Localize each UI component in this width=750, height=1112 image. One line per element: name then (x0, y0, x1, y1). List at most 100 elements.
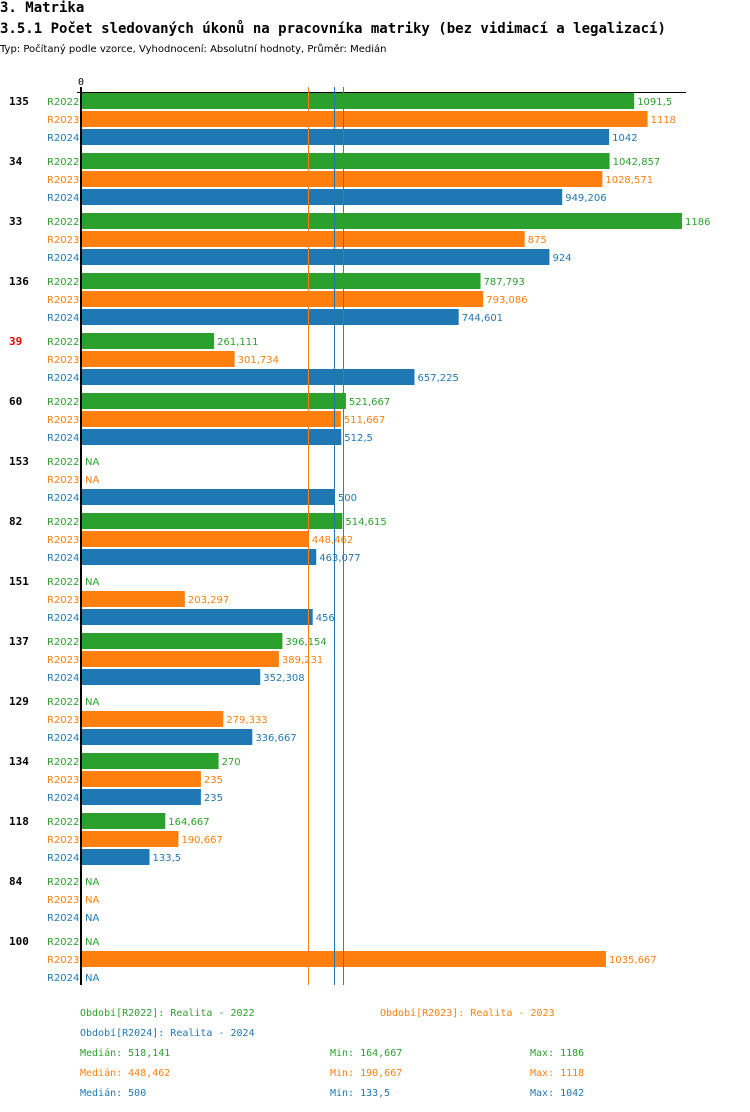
series-label: R2023 (47, 595, 79, 606)
series-label: R2023 (47, 775, 79, 786)
series-label: R2022 (47, 337, 79, 348)
series-label: R2024 (47, 973, 79, 984)
legend-r2023: Období[R2023]: Realita - 2023 (380, 1008, 555, 1019)
bar (82, 309, 459, 325)
bar (82, 531, 309, 547)
data-label: 1118 (651, 115, 676, 126)
data-label: 793,086 (486, 295, 527, 306)
data-label: 875 (528, 235, 547, 246)
bar (82, 849, 150, 865)
data-label: 235 (204, 775, 223, 786)
data-label: 336,667 (255, 733, 296, 744)
series-label: R2022 (47, 757, 79, 768)
data-label: 203,297 (188, 595, 229, 606)
na-label: NA (85, 937, 99, 948)
data-label: 261,111 (217, 337, 258, 348)
category-label: 60 (9, 395, 22, 408)
series-label: R2023 (47, 655, 79, 666)
series-label: R2023 (47, 415, 79, 426)
bar (82, 591, 185, 607)
bar (82, 231, 525, 247)
category-label: 33 (9, 215, 22, 228)
category-label: 136 (9, 275, 29, 288)
series-label: R2022 (47, 697, 79, 708)
series-label: R2024 (47, 673, 79, 684)
stat-max-r2023: Max: 1118 (530, 1068, 585, 1079)
series-label: R2023 (47, 355, 79, 366)
stat-median-r2023: Medián: 448,462 (80, 1068, 171, 1079)
series-label: R2023 (47, 955, 79, 966)
category-label: 153 (9, 455, 29, 468)
bar (82, 711, 224, 727)
bar (82, 333, 215, 349)
data-label: 352,308 (263, 673, 304, 684)
stat-min-r2023: Min: 190,667 (330, 1068, 403, 1079)
data-label: 949,206 (565, 193, 606, 204)
series-label: R2024 (47, 373, 79, 384)
series-label: R2022 (47, 577, 79, 588)
stat-median-r2024: Medián: 500 (80, 1088, 147, 1099)
x-tick-label: 0 (78, 77, 84, 88)
series-label: R2023 (47, 835, 79, 846)
series-label: R2023 (47, 715, 79, 726)
data-label: 463,077 (319, 553, 360, 564)
series-label: R2022 (47, 277, 79, 288)
stat-max-r2022: Max: 1186 (530, 1048, 585, 1059)
series-label: R2024 (47, 733, 79, 744)
bar (82, 489, 335, 505)
bar (82, 549, 317, 565)
series-label: R2023 (47, 895, 79, 906)
data-label: 190,667 (181, 835, 222, 846)
category-label: 134 (9, 755, 29, 768)
data-label: 1186 (685, 217, 710, 228)
data-label: 500 (338, 493, 357, 504)
data-label: 511,667 (344, 415, 385, 426)
series-label: R2024 (47, 133, 79, 144)
bar (82, 411, 341, 427)
chart-subtitle: Typ: Počítaný podle vzorce, Vyhodnocení:… (0, 44, 387, 55)
data-label: 1035,667 (609, 955, 657, 966)
bar (82, 153, 610, 169)
series-label: R2024 (47, 853, 79, 864)
bar (82, 393, 346, 409)
na-label: NA (85, 973, 99, 984)
data-label: 133,5 (153, 853, 182, 864)
series-label: R2024 (47, 553, 79, 564)
bar (82, 351, 235, 367)
data-label: 1091,5 (637, 97, 672, 108)
na-label: NA (85, 577, 99, 588)
stat-median-r2022: Medián: 518,141 (80, 1048, 171, 1059)
series-label: R2022 (47, 877, 79, 888)
data-label: 657,225 (417, 373, 458, 384)
na-label: NA (85, 913, 99, 924)
na-label: NA (85, 475, 99, 486)
series-label: R2022 (47, 157, 79, 168)
data-label: 521,667 (349, 397, 390, 408)
series-label: R2024 (47, 313, 79, 324)
bar (82, 273, 481, 289)
category-label: 137 (9, 635, 29, 648)
data-label: 279,333 (226, 715, 267, 726)
section-heading: 3. Matrika (0, 0, 85, 16)
series-label: R2023 (47, 115, 79, 126)
series-label: R2022 (47, 397, 79, 408)
data-label: 235 (204, 793, 223, 804)
series-label: R2024 (47, 193, 79, 204)
data-label: 301,734 (238, 355, 279, 366)
data-label: 787,793 (484, 277, 525, 288)
series-label: R2022 (47, 637, 79, 648)
data-label: 1042,857 (613, 157, 661, 168)
data-label: 270 (222, 757, 241, 768)
bar (82, 669, 261, 685)
bar (82, 369, 415, 385)
data-label: 396,154 (285, 637, 326, 648)
bar (82, 93, 635, 109)
stat-max-r2024: Max: 1042 (530, 1088, 585, 1099)
series-label: R2022 (47, 937, 79, 948)
data-label: 456 (316, 613, 335, 624)
bar (82, 429, 342, 445)
bar (82, 729, 253, 745)
series-label: R2024 (47, 493, 79, 504)
series-label: R2024 (47, 793, 79, 804)
data-label: 164,667 (168, 817, 209, 828)
